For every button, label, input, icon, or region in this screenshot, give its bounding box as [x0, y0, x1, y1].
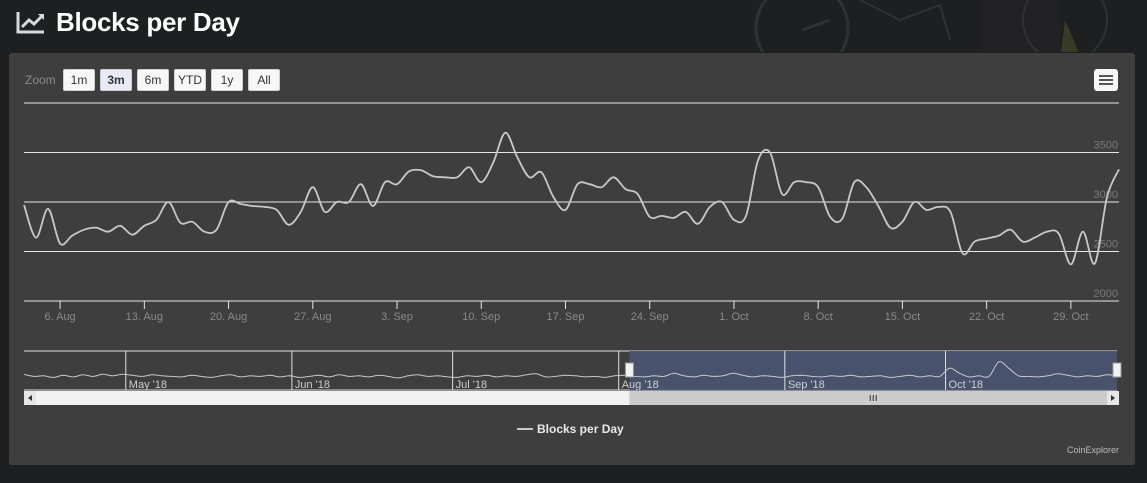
x-tick-label: 22. Oct [969, 311, 1004, 323]
chart-panel: Zoom 1m 3m 6m YTD 1y All 2000 2500 3000 350… [9, 53, 1135, 465]
hamburger-icon-bar [1099, 79, 1113, 81]
zoom-6m-button[interactable]: 6m [137, 69, 169, 91]
page-title: Blocks per Day [56, 6, 240, 37]
scroll-left-arrow-icon [28, 395, 32, 401]
navigator-right-handle[interactable] [1112, 362, 1122, 378]
blocks-per-day-chart: 2000 2500 3000 3500 6. Aug 13. Aug 20. Aug 27.… [23, 102, 1122, 436]
chart-menu-button[interactable] [1094, 69, 1118, 91]
page-header: Blocks per Day [16, 4, 240, 40]
navigator-month-label: May '18 [129, 379, 167, 391]
zoom-ytd-button[interactable]: YTD [174, 69, 206, 91]
x-tick-label: 17. Sep [547, 311, 585, 323]
x-tick-label: 20. Aug [210, 311, 247, 323]
x-tick-label: 3. Sep [381, 311, 413, 323]
navigator-month-label: Jul '18 [456, 379, 487, 391]
zoom-label: Zoom [25, 73, 56, 87]
x-tick-label: 27. Aug [294, 311, 331, 323]
navigator-month-label: Sep '18 [788, 379, 825, 391]
hamburger-icon-bar [1099, 83, 1113, 85]
navigator-series-line [23, 361, 1118, 379]
navigator-month-label: Jun '18 [295, 379, 330, 391]
x-tick-label: 24. Sep [631, 311, 669, 323]
y-tick-label: 3000 [1094, 189, 1118, 201]
y-tick-label: 2500 [1094, 239, 1118, 251]
scroll-right-arrow-icon [1111, 395, 1115, 401]
x-tick-label: 6. Aug [44, 311, 75, 323]
x-tick-label: 10. Sep [462, 311, 500, 323]
navigator-month-label: Oct '18 [949, 379, 984, 391]
navigator-selection-mask[interactable] [629, 351, 1117, 390]
hamburger-icon-bar [1099, 75, 1113, 77]
zoom-1y-button[interactable]: 1y [211, 69, 243, 91]
x-tick-label: 29. Oct [1053, 311, 1088, 323]
y-tick-label: 3500 [1094, 140, 1118, 152]
background-illustration [754, 0, 1108, 52]
x-tick-label: 1. Oct [719, 311, 748, 323]
navigator-left-handle[interactable] [624, 362, 634, 378]
x-tick-label: 15. Oct [885, 311, 920, 323]
credits-link[interactable]: CoinExplorer [1066, 445, 1119, 455]
legend-entry-blocks-per-day[interactable]: Blocks per Day [537, 422, 624, 436]
zoom-1m-button[interactable]: 1m [63, 69, 95, 91]
zoom-3m-button[interactable]: 3m [100, 69, 132, 91]
series-line-blocks-per-day [23, 131, 1120, 266]
x-tick-label: 13. Aug [126, 311, 163, 323]
line-chart-icon [16, 12, 44, 34]
navigator-month-label: Aug '18 [622, 379, 659, 391]
x-tick-label: 8. Oct [804, 311, 833, 323]
y-tick-label: 2000 [1094, 288, 1118, 300]
zoom-all-button[interactable]: All [248, 69, 280, 91]
